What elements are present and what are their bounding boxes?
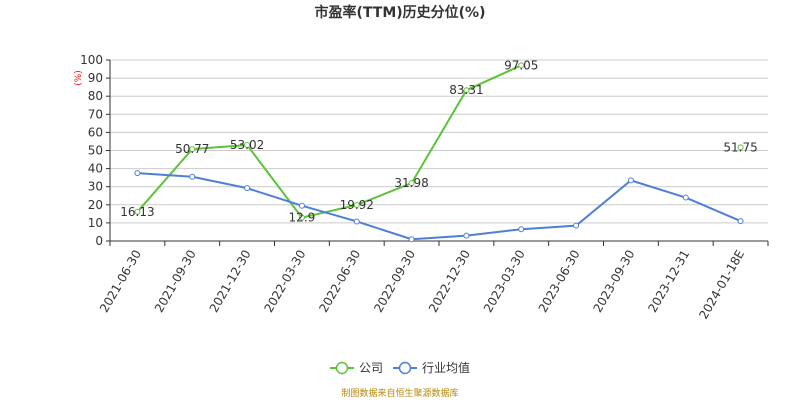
series-point-0 <box>518 62 525 69</box>
y-tick-label: 20 <box>88 198 103 212</box>
x-tick-label: 2023-03-30 <box>481 248 528 315</box>
series-point-1 <box>463 232 470 239</box>
series-point-1 <box>627 177 634 184</box>
chart-title: 市盈率(TTM)历史分位(%) <box>315 4 486 21</box>
data-labels: 16.13 50.77 53.02 12.9 19.92 31.98 83.31 97.05 5… <box>120 58 758 224</box>
y-tick-label: 70 <box>88 107 103 121</box>
y-tick-label: 30 <box>88 180 103 194</box>
x-tick-label: 2023-06-30 <box>536 248 583 315</box>
data-label: 97.05 <box>504 58 538 72</box>
series-line-0 <box>136 64 522 219</box>
y-tick-label: 60 <box>88 125 103 139</box>
y-tick-label: 90 <box>88 71 103 85</box>
x-tick-label: 2022-03-30 <box>262 248 309 315</box>
axes <box>106 59 769 246</box>
series-point-0 <box>737 144 744 151</box>
x-tick-label: 2022-09-30 <box>371 248 418 315</box>
legend-item-0[interactable]: 公司 <box>330 361 383 375</box>
series-point-0 <box>463 87 470 94</box>
y-tick-label: 100 <box>80 53 103 67</box>
x-tick-label: 2022-12-30 <box>426 247 473 314</box>
y-tick-label: 0 <box>95 234 103 248</box>
series-point-0 <box>244 142 251 149</box>
y-tick-label: 10 <box>88 216 103 230</box>
y-tick-label: 50 <box>88 144 103 158</box>
x-tick-label: 2023-09-30 <box>591 248 638 315</box>
x-tick-label: 2022-06-30 <box>316 248 363 315</box>
series-point-0 <box>408 180 415 187</box>
series-point-1 <box>134 170 141 177</box>
grid-lines <box>110 59 768 224</box>
legend-marker-icon <box>398 361 412 375</box>
x-tick-label: 2024-01-18E <box>696 248 747 322</box>
legend-label: 行业均值 <box>422 360 470 375</box>
series-point-1 <box>353 218 360 225</box>
series-point-0 <box>189 146 196 153</box>
data-label: 31.98 <box>394 176 428 190</box>
y-tick-label: 40 <box>88 162 103 176</box>
data-label: 51.75 <box>723 140 757 154</box>
series-point-1 <box>408 236 415 243</box>
data-label: 12.9 <box>289 211 316 225</box>
data-label: 50.77 <box>175 142 209 156</box>
legend[interactable]: 公司 行业均值 <box>330 360 470 375</box>
series-line-1 <box>137 172 741 241</box>
series-point-1 <box>682 194 689 201</box>
series-point-1 <box>244 185 251 192</box>
y-unit-label: (%) <box>74 70 84 86</box>
series-point-1 <box>298 202 305 209</box>
x-tick-label: 2021-12-30 <box>207 247 254 314</box>
data-label: 83.31 <box>449 83 483 97</box>
y-tick-labels: 0 10 20 30 40 50 60 70 80 90 100 <box>80 53 103 248</box>
legend-item-1[interactable]: 行业均值 <box>393 360 470 375</box>
series-point-1 <box>518 226 525 233</box>
x-tick-label: 2023-12-31 <box>645 248 692 315</box>
x-tick-labels: 2021-06-30 2021-09-30 2021-12-30 2022-03-30… <box>97 247 747 321</box>
legend-marker-icon <box>335 361 349 375</box>
series-point-0 <box>298 214 305 221</box>
x-tick-label: 2021-06-30 <box>97 248 144 315</box>
data-label: 16.13 <box>120 205 154 219</box>
series-point-1 <box>189 173 196 180</box>
series-point-1 <box>737 218 744 225</box>
data-label: 53.02 <box>230 138 264 152</box>
series-lines <box>134 62 744 243</box>
legend-label: 公司 <box>359 361 383 375</box>
y-tick-label: 80 <box>88 89 103 103</box>
series-point-0 <box>353 201 360 208</box>
series-point-0 <box>134 208 141 215</box>
x-tick-label: 2021-09-30 <box>152 248 199 315</box>
series-point-1 <box>573 222 580 229</box>
data-label: 19.92 <box>340 198 374 212</box>
source-note: 制图数据来自恒生聚源数据库 <box>341 387 458 399</box>
